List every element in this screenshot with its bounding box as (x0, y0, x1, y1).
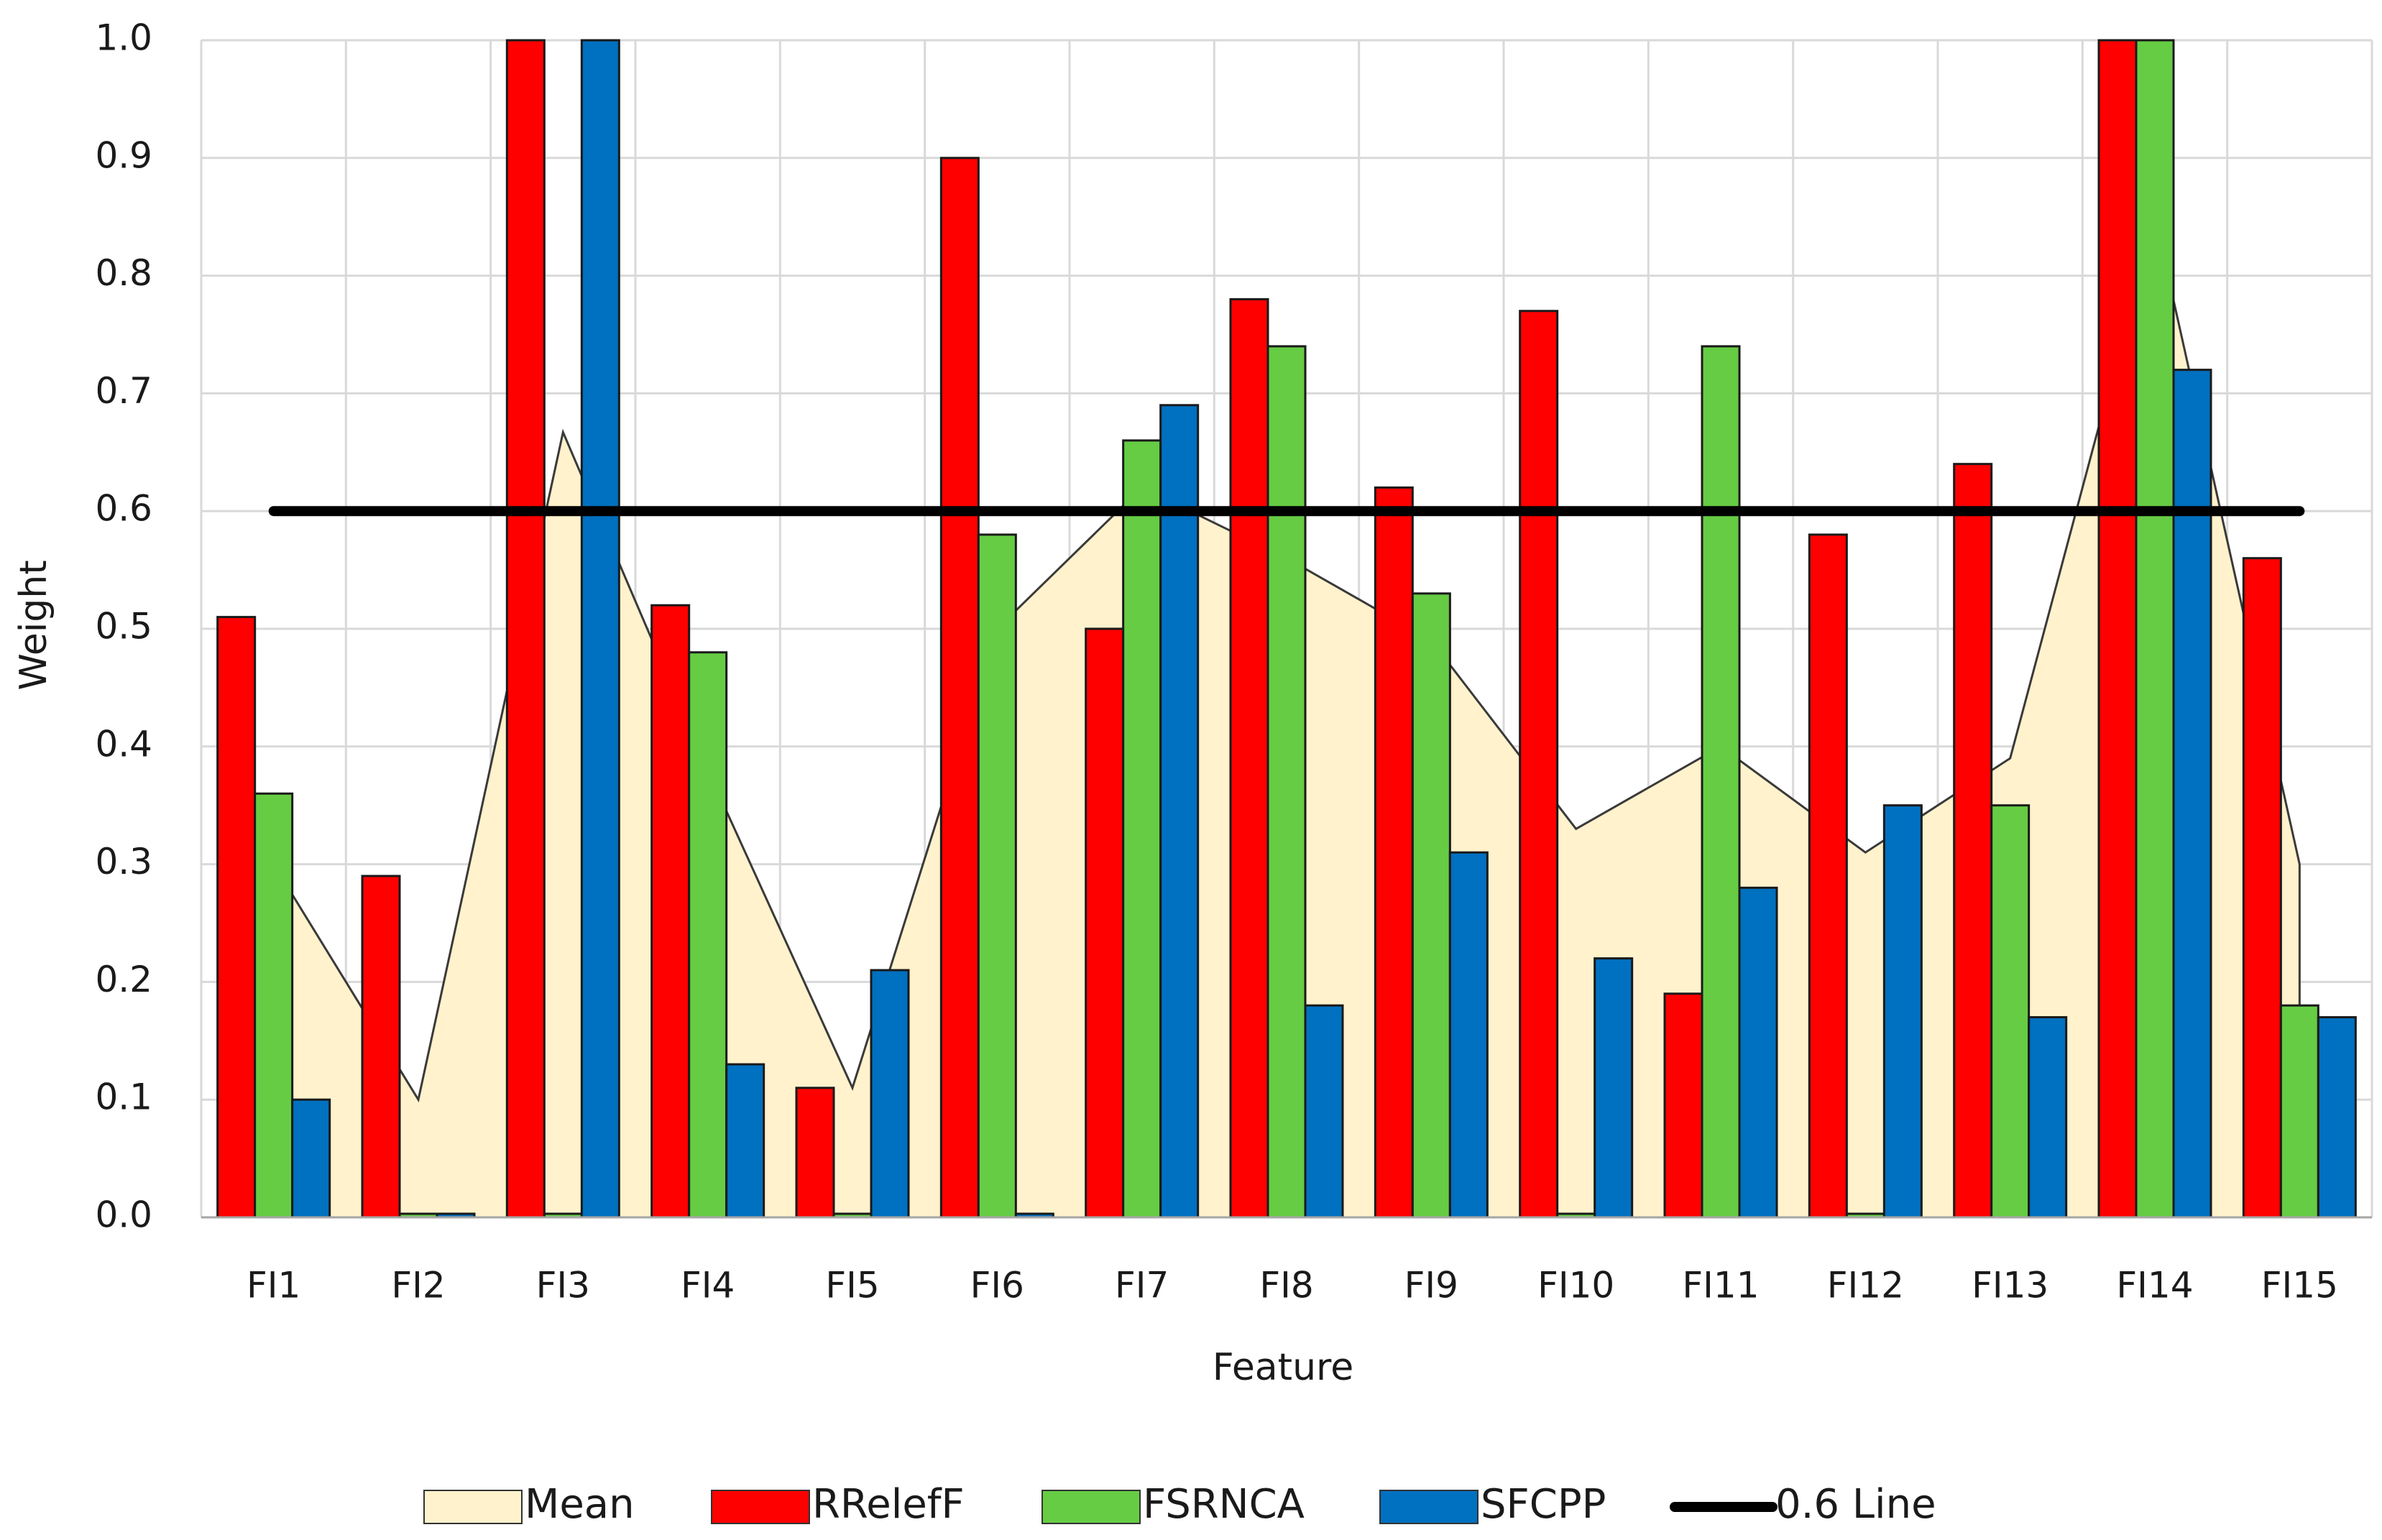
y-tick-label: 0.2 (95, 959, 152, 1000)
bar-sfcpp-fi8 (1304, 1004, 1344, 1219)
bar-rreleff-fi8 (1229, 298, 1269, 1219)
bar-fsrnca-fi9 (1411, 592, 1451, 1219)
x-tick-label: FI14 (2116, 1265, 2193, 1306)
bar-rreleff-fi15 (2242, 557, 2282, 1219)
bar-fsrnca-fi4 (688, 651, 728, 1219)
bar-rreleff-fi14 (2097, 39, 2138, 1219)
y-tick-label: 0.5 (95, 606, 152, 647)
x-axis-title: Feature (1213, 1346, 1354, 1389)
y-tick-label: 0.0 (95, 1194, 152, 1236)
x-tick-label: FI9 (1404, 1265, 1458, 1306)
bar-sfcpp-fi7 (1159, 404, 1200, 1219)
x-tick-label: FI3 (536, 1265, 590, 1306)
bar-fsrnca-fi15 (2279, 1004, 2319, 1219)
legend-reference-line-label: 0.6 Line (1775, 1481, 1936, 1528)
bar-fsrnca-fi1 (254, 792, 294, 1219)
y-tick-label: 0.8 (95, 252, 152, 294)
bar-sfcpp-fi11 (1738, 886, 1778, 1219)
bar-rreleff-fi1 (216, 616, 257, 1219)
y-axis-title: Weight (12, 560, 55, 690)
bar-sfcpp-fi3 (580, 39, 620, 1219)
legend-fsrnca-label: FSRNCA (1143, 1481, 1305, 1528)
bar-rreleff-fi10 (1519, 310, 1559, 1219)
bar-sfcpp-fi9 (1448, 851, 1489, 1219)
bar-fsrnca-fi11 (1701, 345, 1741, 1219)
x-tick-labels: FI1 FI2 FI3 FI4 FI5 FI6 FI7 FI8 FI9 FI10 FI11 FI12 F… (247, 1265, 2338, 1306)
bar-sfcpp-fi1 (291, 1098, 331, 1219)
y-tick-labels: 0.0 0.1 0.2 0.3 0.4 0.5 0.6 0.7 0.8 0.9 1.0 (95, 17, 152, 1236)
bar-fsrnca-fi7 (1122, 439, 1162, 1219)
bar-rreleff-fi4 (650, 604, 691, 1219)
bar-fsrnca-fi8 (1266, 345, 1307, 1219)
x-tick-label: FI2 (391, 1265, 445, 1306)
bar-rreleff-fi11 (1663, 992, 1703, 1219)
y-tick-label: 1.0 (95, 17, 152, 59)
x-tick-label: FI11 (1682, 1265, 1759, 1306)
x-tick-label: FI7 (1115, 1265, 1169, 1306)
bar-sfcpp-fi5 (870, 969, 910, 1219)
x-tick-label: FI13 (1972, 1265, 2048, 1306)
bar-sfcpp-fi14 (2172, 369, 2212, 1219)
legend-mean-label: Mean (525, 1481, 635, 1528)
legend-fsrnca-swatch (1041, 1490, 1141, 1524)
bar-rreleff-fi5 (795, 1087, 835, 1219)
y-tick-label: 0.7 (95, 370, 152, 412)
bar-sfcpp-fi4 (725, 1063, 765, 1219)
legend-mean-swatch (423, 1490, 523, 1524)
bar-rreleff-fi6 (939, 157, 980, 1219)
bar-rreleff-fi9 (1374, 486, 1414, 1219)
y-tick-label: 0.9 (95, 134, 152, 176)
x-tick-label: FI12 (1827, 1265, 1904, 1306)
bar-fsrnca-fi13 (1990, 804, 2031, 1219)
bar-rreleff-fi13 (1953, 463, 1993, 1219)
x-tick-label: FI5 (825, 1265, 879, 1306)
bar-sfcpp-fi12 (1882, 804, 1923, 1219)
legend-sfcpp-label: SFCPP (1481, 1481, 1606, 1528)
bar-rreleff-fi7 (1085, 627, 1125, 1219)
bar-sfcpp-fi10 (1594, 957, 1634, 1219)
legend-sfcpp-swatch (1379, 1490, 1479, 1524)
legend-rrelieff-label: RRelefF (812, 1481, 965, 1528)
bar-rreleff-fi3 (505, 39, 546, 1219)
y-tick-label: 0.6 (95, 488, 152, 530)
x-tick-label: FI6 (970, 1265, 1024, 1306)
bar-layer (216, 39, 2357, 1219)
x-tick-label: FI15 (2261, 1265, 2338, 1306)
y-tick-label: 0.4 (95, 723, 152, 765)
y-tick-label: 0.3 (95, 841, 152, 882)
bar-sfcpp-fi13 (2028, 1016, 2068, 1219)
x-tick-label: FI10 (1537, 1265, 1614, 1306)
legend: Mean RRelefF FSRNCA SFCPP 0.6 Line (423, 1481, 1936, 1528)
x-tick-label: FI8 (1259, 1265, 1313, 1306)
bar-fsrnca-fi6 (977, 533, 1017, 1219)
x-tick-label: FI1 (247, 1265, 300, 1306)
legend-rrelieff-swatch (711, 1490, 810, 1524)
bar-fsrnca-fi14 (2135, 39, 2175, 1219)
bar-rreleff-fi2 (361, 875, 401, 1219)
y-tick-label: 0.1 (95, 1076, 152, 1118)
x-tick-label: FI4 (681, 1265, 735, 1306)
bar-rreleff-fi12 (1808, 533, 1848, 1219)
bar-sfcpp-fi15 (2317, 1016, 2357, 1219)
